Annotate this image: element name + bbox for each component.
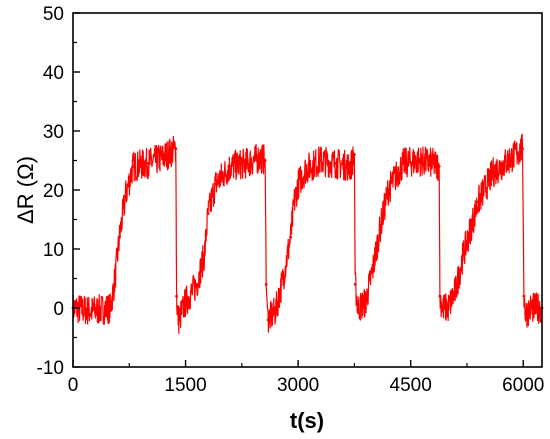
data-point [491,170,495,174]
data-point [214,182,218,186]
data-point [274,309,277,313]
data-point [174,147,178,151]
x-tick-label: 3000 [277,375,319,396]
series-points [71,147,544,322]
data-point [289,235,292,239]
data-point [461,253,465,257]
x-axis-title: t(s) [290,408,324,433]
data-point [353,153,356,157]
data-point [206,212,210,216]
data-point [438,294,442,298]
data-point [334,162,337,165]
data-point [146,162,150,165]
data-point [113,277,117,280]
data-point [263,159,267,162]
y-tick-label: 50 [43,4,64,25]
data-point [304,167,307,171]
data-point [353,283,357,286]
data-point [319,159,322,162]
y-tick-label: 20 [43,181,64,202]
data-point [349,165,352,168]
data-point [293,200,296,204]
y-tick-label: 30 [43,122,64,143]
series-line-resistance [72,133,543,335]
data-point [401,162,405,165]
y-tick-label: 10 [43,240,64,261]
data-point [524,312,527,316]
data-point [259,156,262,160]
data-point [437,165,441,168]
data-point [454,288,458,292]
data-point [522,294,526,298]
data-point [202,253,206,257]
x-axis-tick-labels: 0 1500 3000 4500 6000 [68,375,545,396]
data-point [131,165,135,168]
y-tick-label: 40 [43,63,64,84]
data-point [161,156,165,160]
data-point [281,277,285,280]
y-tick-label: 0 [53,299,64,320]
data-point [109,306,112,310]
data-point [175,294,179,298]
data-point [229,165,233,168]
plot-area [71,133,544,335]
data-point [90,309,94,313]
data-point [440,306,444,310]
x-tick-label: 0 [68,375,79,396]
data-point [506,159,510,162]
x-tick-label: 1500 [164,375,206,396]
data-point [195,283,199,286]
y-axis-tick-labels: -10 0 10 20 30 40 50 [37,4,64,379]
data-point [124,194,127,198]
data-point [118,235,121,239]
data-point [379,224,383,227]
data-point [177,318,181,322]
y-axis-title: ΔR (Ω) [13,156,38,224]
plot-frame [72,12,543,368]
data-point [529,306,533,310]
data-point [244,162,248,165]
data-point [446,306,450,310]
data-point [176,312,180,316]
x-tick-label: 4500 [390,375,432,396]
x-axis-ticks [72,360,524,367]
data-point [476,200,480,204]
data-point [184,300,188,304]
data-point [264,283,268,286]
y-axis-ticks [73,12,80,368]
data-point [431,162,435,165]
data-point [356,306,360,310]
data-point [266,318,270,322]
data-point [521,147,524,151]
data-point [296,182,300,186]
x-tick-label: 6000 [502,375,544,396]
data-point [386,188,390,192]
y-tick-label: -10 [37,358,64,379]
data-point [364,300,368,304]
data-point [371,265,375,269]
data-point [416,159,420,162]
